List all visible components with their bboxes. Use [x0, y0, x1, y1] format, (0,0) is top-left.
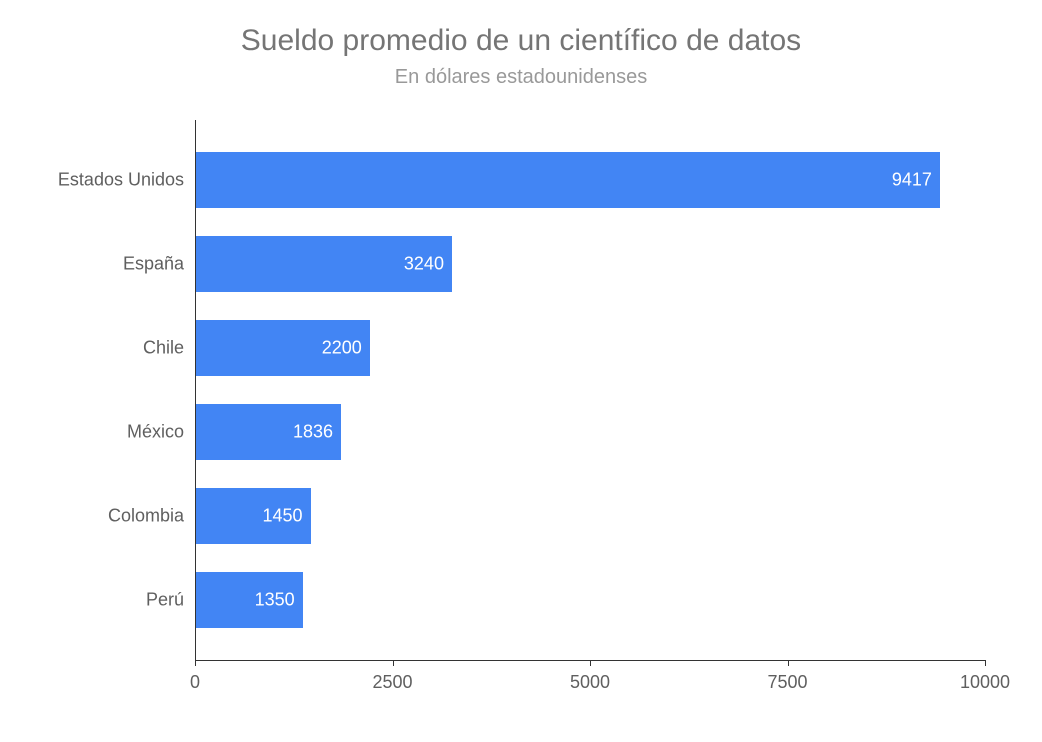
bar-value-label: 1836: [293, 422, 333, 443]
bar: 2200: [196, 320, 370, 376]
bar-value-label: 2200: [322, 338, 362, 359]
bar-row: 3240: [196, 236, 986, 292]
bar: 3240: [196, 236, 452, 292]
y-axis-category-label: Perú: [146, 590, 184, 611]
y-axis-category-label: España: [123, 254, 184, 275]
bar-row: 2200: [196, 320, 986, 376]
x-tick-label: 10000: [960, 672, 1010, 693]
plot-area: 9417 3240 2200 1836 1450 1350: [195, 120, 986, 661]
chart-container: Sueldo promedio de un científico de dato…: [0, 0, 1042, 742]
bar-row: 1350: [196, 572, 986, 628]
bar-value-label: 1350: [255, 590, 295, 611]
bar-row: 1450: [196, 488, 986, 544]
bar: 9417: [196, 152, 940, 208]
x-tick-label: 2500: [372, 672, 412, 693]
x-tick-mark: [985, 660, 986, 666]
x-tick-label: 5000: [570, 672, 610, 693]
y-axis-category-label: Estados Unidos: [58, 170, 184, 191]
y-axis-category-label: México: [127, 422, 184, 443]
x-tick-label: 7500: [767, 672, 807, 693]
x-tick-mark: [590, 660, 591, 666]
bar-row: 1836: [196, 404, 986, 460]
y-axis-category-label: Colombia: [108, 506, 184, 527]
bar-value-label: 9417: [892, 170, 932, 191]
bar-value-label: 3240: [404, 254, 444, 275]
x-tick-mark: [393, 660, 394, 666]
bar-value-label: 1450: [263, 506, 303, 527]
bar-row: 9417: [196, 152, 986, 208]
chart-title: Sueldo promedio de un científico de dato…: [0, 24, 1042, 58]
bar: 1350: [196, 572, 303, 628]
x-tick-mark: [788, 660, 789, 666]
bar: 1450: [196, 488, 311, 544]
x-tick-mark: [195, 660, 196, 666]
bar: 1836: [196, 404, 341, 460]
x-tick-label: 0: [190, 672, 200, 693]
chart-subtitle: En dólares estadounidenses: [0, 66, 1042, 89]
y-axis-category-label: Chile: [143, 338, 184, 359]
